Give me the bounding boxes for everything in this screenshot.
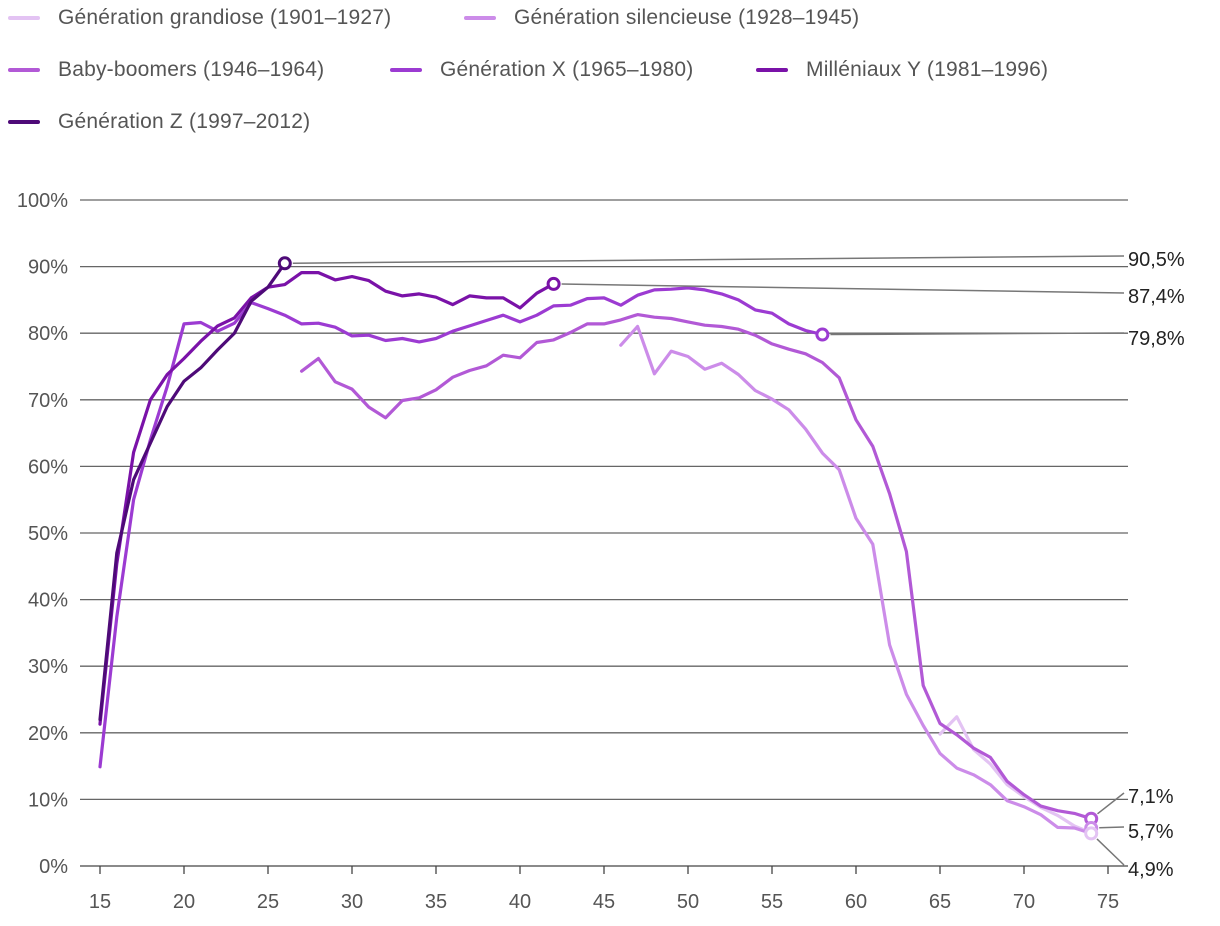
x-tick-label: 40	[509, 891, 531, 913]
x-tick-label: 35	[425, 891, 447, 913]
x-tick-label: 65	[929, 891, 951, 913]
y-tick-label: 90%	[28, 257, 68, 279]
x-tick-label: 45	[593, 891, 615, 913]
series-line-0	[938, 715, 1093, 835]
annotation-label: 4,9%	[1128, 859, 1174, 881]
legend-item-generation-z[interactable]: Génération Z (1997–2012)	[8, 107, 310, 137]
annotation-label: 79,8%	[1128, 328, 1185, 350]
legend-item-milleniaux-y[interactable]: Milléniaux Y (1981–1996)	[756, 55, 1048, 85]
y-tick-label: 60%	[28, 456, 68, 478]
y-tick-label: 50%	[28, 523, 68, 545]
legend-label-milleniaux-y: Milléniaux Y (1981–1996)	[806, 58, 1049, 81]
x-tick-label: 75	[1097, 891, 1119, 913]
y-tick-label: 10%	[28, 789, 68, 811]
legend-label-baby-boomers: Baby-boomers (1946–1964)	[58, 58, 325, 81]
y-tick-label: 0%	[39, 856, 68, 878]
legend-label-generation-x: Génération X (1965–1980)	[440, 58, 694, 81]
x-tick-label: 25	[257, 891, 279, 913]
x-tick-label: 70	[1013, 891, 1035, 913]
legend-item-baby-boomers[interactable]: Baby-boomers (1946–1964)	[8, 55, 324, 85]
annotation-label: 90,5%	[1128, 249, 1185, 271]
annotation-marker	[277, 256, 292, 271]
y-tick-label: 30%	[28, 656, 68, 678]
legend-swatch-grandiose	[8, 16, 40, 20]
annotation-marker	[546, 276, 561, 291]
series-line-2	[300, 313, 1093, 821]
legend-label-silencieuse: Génération silencieuse (1928–1945)	[514, 6, 860, 29]
legend-label-generation-z: Génération Z (1997–2012)	[58, 110, 311, 133]
x-tick-label: 15	[89, 891, 111, 913]
legend-swatch-silencieuse	[464, 16, 496, 20]
annotation-label: 5,7%	[1128, 821, 1174, 843]
annotation-leader-line	[561, 283, 1125, 294]
legend-item-generation-x[interactable]: Génération X (1965–1980)	[390, 55, 693, 85]
annotation-marker	[1084, 826, 1099, 841]
x-tick-label: 50	[677, 891, 699, 913]
legend-label-grandiose: Génération grandiose (1901–1927)	[58, 6, 392, 29]
series-line-4	[98, 271, 556, 726]
series-line-3	[98, 286, 825, 769]
x-tick-label: 20	[173, 891, 195, 913]
legend-item-silencieuse[interactable]: Génération silencieuse (1928–1945)	[464, 3, 859, 33]
y-tick-label: 70%	[28, 390, 68, 412]
annotation-marker	[815, 327, 830, 342]
y-tick-label: 100%	[17, 190, 68, 212]
legend-item-grandiose[interactable]: Génération grandiose (1901–1927)	[8, 3, 391, 33]
y-tick-label: 80%	[28, 323, 68, 345]
series-line-5	[98, 261, 287, 722]
annotation-leader-line	[830, 332, 1125, 336]
legend-swatch-generation-x	[390, 68, 422, 72]
y-tick-label: 20%	[28, 723, 68, 745]
legend-swatch-baby-boomers	[8, 68, 40, 72]
legend: Génération grandiose (1901–1927) Générat…	[0, 0, 1220, 150]
legend-swatch-milleniaux-y	[756, 68, 788, 72]
annotation-leader-line	[1099, 826, 1125, 829]
x-tick-label: 55	[761, 891, 783, 913]
series-line-1	[619, 324, 1093, 836]
x-tick-label: 30	[341, 891, 363, 913]
legend-swatch-generation-z	[8, 120, 40, 124]
annotation-leader-line	[292, 255, 1125, 264]
annotation-leader-line	[1096, 838, 1125, 866]
x-tick-label: 60	[845, 891, 867, 913]
annotation-leader-line	[1097, 792, 1125, 815]
y-tick-label: 40%	[28, 590, 68, 612]
annotation-label: 87,4%	[1128, 286, 1185, 308]
annotation-label: 7,1%	[1128, 786, 1174, 808]
